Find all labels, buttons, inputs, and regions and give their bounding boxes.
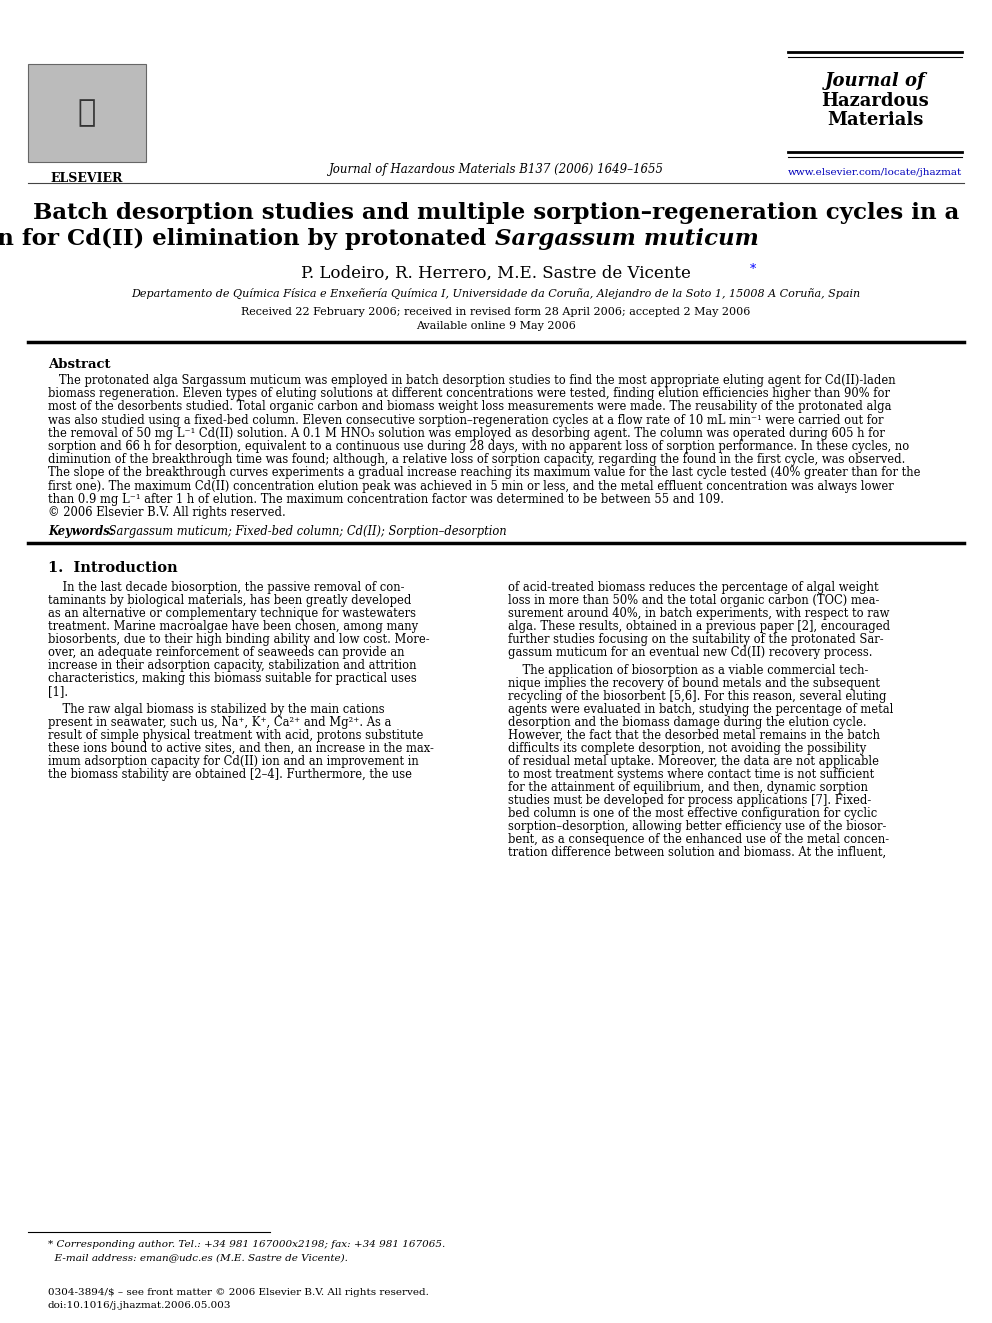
Text: the biomass stability are obtained [2–4]. Furthermore, the use: the biomass stability are obtained [2–4]… xyxy=(48,769,412,781)
Text: fixed-bed column for Cd(II) elimination by protonated: fixed-bed column for Cd(II) elimination … xyxy=(0,228,494,250)
Text: loss in more than 50% and the total organic carbon (TOC) mea-: loss in more than 50% and the total orga… xyxy=(508,594,879,607)
Text: biosorbents, due to their high binding ability and low cost. More-: biosorbents, due to their high binding a… xyxy=(48,634,430,646)
Text: most of the desorbents studied. Total organic carbon and biomass weight loss mea: most of the desorbents studied. Total or… xyxy=(48,401,892,413)
Text: www.elsevier.com/locate/jhazmat: www.elsevier.com/locate/jhazmat xyxy=(788,168,962,177)
Text: treatment. Marine macroalgae have been chosen, among many: treatment. Marine macroalgae have been c… xyxy=(48,620,418,634)
Text: further studies focusing on the suitability of the protonated Sar-: further studies focusing on the suitabil… xyxy=(508,634,884,646)
Text: nique implies the recovery of bound metals and the subsequent: nique implies the recovery of bound meta… xyxy=(508,677,880,691)
Text: imum adsorption capacity for Cd(II) ion and an improvement in: imum adsorption capacity for Cd(II) ion … xyxy=(48,755,419,769)
Text: Hazardous: Hazardous xyxy=(821,93,929,110)
Text: over, an adequate reinforcement of seaweeds can provide an: over, an adequate reinforcement of seawe… xyxy=(48,646,405,659)
Text: taminants by biological materials, has been greatly developed: taminants by biological materials, has b… xyxy=(48,594,412,607)
Text: sorption and 66 h for desorption, equivalent to a continuous use during 28 days,: sorption and 66 h for desorption, equiva… xyxy=(48,441,910,452)
Text: ELSEVIER: ELSEVIER xyxy=(51,172,123,185)
Text: alga. These results, obtained in a previous paper [2], encouraged: alga. These results, obtained in a previ… xyxy=(508,620,890,634)
Text: The protonated alga Sargassum muticum was employed in batch desorption studies t: The protonated alga Sargassum muticum wa… xyxy=(48,374,896,388)
Text: for the attainment of equilibrium, and then, dynamic sorption: for the attainment of equilibrium, and t… xyxy=(508,781,868,794)
Text: 1.  Introduction: 1. Introduction xyxy=(48,561,178,576)
Text: result of simple physical treatment with acid, protons substitute: result of simple physical treatment with… xyxy=(48,729,424,742)
Text: *: * xyxy=(750,263,756,277)
Text: difficults its complete desorption, not avoiding the possibility: difficults its complete desorption, not … xyxy=(508,742,866,755)
Text: Sargassum muticum: Sargassum muticum xyxy=(495,228,759,250)
Text: than 0.9 mg L⁻¹ after 1 h of elution. The maximum concentration factor was deter: than 0.9 mg L⁻¹ after 1 h of elution. Th… xyxy=(48,492,724,505)
Text: The raw algal biomass is stabilized by the main cations: The raw algal biomass is stabilized by t… xyxy=(48,704,385,716)
Text: Abstract: Abstract xyxy=(48,359,110,370)
Bar xyxy=(28,64,146,161)
Text: sorption–desorption, allowing better efficiency use of the biosor-: sorption–desorption, allowing better eff… xyxy=(508,820,887,833)
Text: diminution of the breakthrough time was found; although, a relative loss of sorp: diminution of the breakthrough time was … xyxy=(48,454,906,466)
Text: Journal of Hazardous Materials B137 (2006) 1649–1655: Journal of Hazardous Materials B137 (200… xyxy=(328,163,664,176)
Text: recycling of the biosorbent [5,6]. For this reason, several eluting: recycling of the biosorbent [5,6]. For t… xyxy=(508,691,887,704)
Text: Batch desorption studies and multiple sorption–regeneration cycles in a: Batch desorption studies and multiple so… xyxy=(33,202,959,224)
Text: increase in their adsorption capacity, stabilization and attrition: increase in their adsorption capacity, s… xyxy=(48,659,417,672)
Text: [1].: [1]. xyxy=(48,685,68,699)
Text: The application of biosorption as a viable commercial tech-: The application of biosorption as a viab… xyxy=(508,664,868,677)
Text: Received 22 February 2006; received in revised form 28 April 2006; accepted 2 Ma: Received 22 February 2006; received in r… xyxy=(241,307,751,318)
Text: surement around 40%, in batch experiments, with respect to raw: surement around 40%, in batch experiment… xyxy=(508,607,890,620)
Text: desorption and the biomass damage during the elution cycle.: desorption and the biomass damage during… xyxy=(508,716,867,729)
Text: In the last decade biosorption, the passive removal of con-: In the last decade biosorption, the pass… xyxy=(48,581,405,594)
Text: the removal of 50 mg L⁻¹ Cd(II) solution. A 0.1 M HNO₃ solution was employed as : the removal of 50 mg L⁻¹ Cd(II) solution… xyxy=(48,427,885,439)
Text: © 2006 Elsevier B.V. All rights reserved.: © 2006 Elsevier B.V. All rights reserved… xyxy=(48,505,286,519)
Text: first one). The maximum Cd(II) concentration elution peak was achieved in 5 min : first one). The maximum Cd(II) concentra… xyxy=(48,480,894,492)
Text: studies must be developed for process applications [7]. Fixed-: studies must be developed for process ap… xyxy=(508,794,871,807)
Text: 0304-3894/$ – see front matter © 2006 Elsevier B.V. All rights reserved.: 0304-3894/$ – see front matter © 2006 El… xyxy=(48,1289,429,1297)
Text: The slope of the breakthrough curves experiments a gradual increase reaching its: The slope of the breakthrough curves exp… xyxy=(48,467,921,479)
Text: doi:10.1016/j.jhazmat.2006.05.003: doi:10.1016/j.jhazmat.2006.05.003 xyxy=(48,1301,231,1310)
Text: bed column is one of the most effective configuration for cyclic: bed column is one of the most effective … xyxy=(508,807,877,820)
Text: Available online 9 May 2006: Available online 9 May 2006 xyxy=(416,321,576,331)
Text: was also studied using a fixed-bed column. Eleven consecutive sorption–regenerat: was also studied using a fixed-bed colum… xyxy=(48,414,884,426)
Text: present in seawater, such us, Na⁺, K⁺, Ca²⁺ and Mg²⁺. As a: present in seawater, such us, Na⁺, K⁺, C… xyxy=(48,716,392,729)
Text: as an alternative or complementary technique for wastewaters: as an alternative or complementary techn… xyxy=(48,607,416,620)
Text: Departamento de Química Física e Enxeñería Química I, Universidade da Coruña, Al: Departamento de Química Física e Enxeñer… xyxy=(131,288,861,299)
Text: to most treatment systems where contact time is not sufficient: to most treatment systems where contact … xyxy=(508,769,874,781)
Text: these ions bound to active sites, and then, an increase in the max-: these ions bound to active sites, and th… xyxy=(48,742,434,755)
Text: * Corresponding author. Tel.: +34 981 167000x2198; fax: +34 981 167065.: * Corresponding author. Tel.: +34 981 16… xyxy=(48,1240,445,1249)
Text: characteristics, making this biomass suitable for practical uses: characteristics, making this biomass sui… xyxy=(48,672,417,685)
Text: P. Lodeiro, R. Herrero, M.E. Sastre de Vicente: P. Lodeiro, R. Herrero, M.E. Sastre de V… xyxy=(301,265,691,282)
Text: biomass regeneration. Eleven types of eluting solutions at different concentrati: biomass regeneration. Eleven types of el… xyxy=(48,388,890,400)
Text: Keywords:: Keywords: xyxy=(48,525,118,538)
Text: 🌳: 🌳 xyxy=(78,98,96,127)
Text: Materials: Materials xyxy=(826,111,924,130)
Text: However, the fact that the desorbed metal remains in the batch: However, the fact that the desorbed meta… xyxy=(508,729,880,742)
Text: of residual metal uptake. Moreover, the data are not applicable: of residual metal uptake. Moreover, the … xyxy=(508,755,879,769)
Text: tration difference between solution and biomass. At the influent,: tration difference between solution and … xyxy=(508,847,886,859)
Text: bent, as a consequence of the enhanced use of the metal concen-: bent, as a consequence of the enhanced u… xyxy=(508,833,889,847)
Text: Sargassum muticum; Fixed-bed column; Cd(II); Sorption–desorption: Sargassum muticum; Fixed-bed column; Cd(… xyxy=(105,525,507,538)
Text: Journal of: Journal of xyxy=(824,71,926,90)
Text: agents were evaluated in batch, studying the percentage of metal: agents were evaluated in batch, studying… xyxy=(508,704,894,716)
Text: E-mail address: eman@udc.es (M.E. Sastre de Vicente).: E-mail address: eman@udc.es (M.E. Sastre… xyxy=(48,1253,348,1262)
Text: gassum muticum for an eventual new Cd(II) recovery process.: gassum muticum for an eventual new Cd(II… xyxy=(508,646,873,659)
Text: of acid-treated biomass reduces the percentage of algal weight: of acid-treated biomass reduces the perc… xyxy=(508,581,879,594)
